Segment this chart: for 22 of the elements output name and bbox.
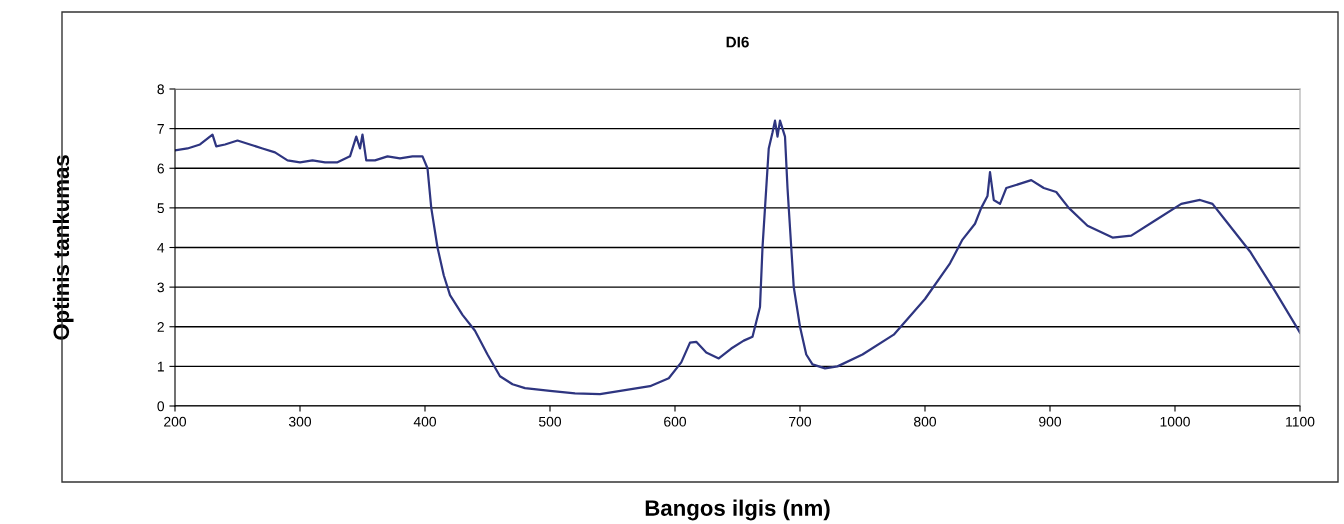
y-tick-label: 5 [157, 203, 164, 214]
y-tick-label: 1 [157, 361, 164, 372]
x-tick-label: 1000 [1160, 416, 1190, 427]
x-tick-label: 1100 [1286, 416, 1315, 427]
x-tick-label: 500 [538, 416, 562, 427]
y-axis-title: Optinis tankumas [52, 155, 74, 340]
y-tick-label: 2 [157, 322, 164, 332]
x-tick-label: 300 [288, 416, 312, 427]
x-tick-label: 800 [914, 416, 937, 427]
x-tick-label: 400 [413, 416, 437, 427]
y-tick-label: 0 [157, 401, 165, 412]
x-tick-label: 200 [164, 416, 187, 427]
y-tick-label: 7 [157, 124, 164, 134]
x-tick-label: 700 [789, 416, 812, 427]
y-tick-label: 4 [157, 242, 165, 253]
x-tick-label: 900 [1039, 416, 1062, 427]
y-tick-label: 3 [157, 282, 164, 293]
y-tick-label: 8 [157, 84, 164, 95]
x-axis-title: Bangos ilgis (nm) [645, 499, 830, 521]
x-tick-label: 600 [664, 416, 687, 427]
chart-title: DI6 [726, 36, 749, 48]
y-tick-label: 6 [157, 163, 164, 174]
